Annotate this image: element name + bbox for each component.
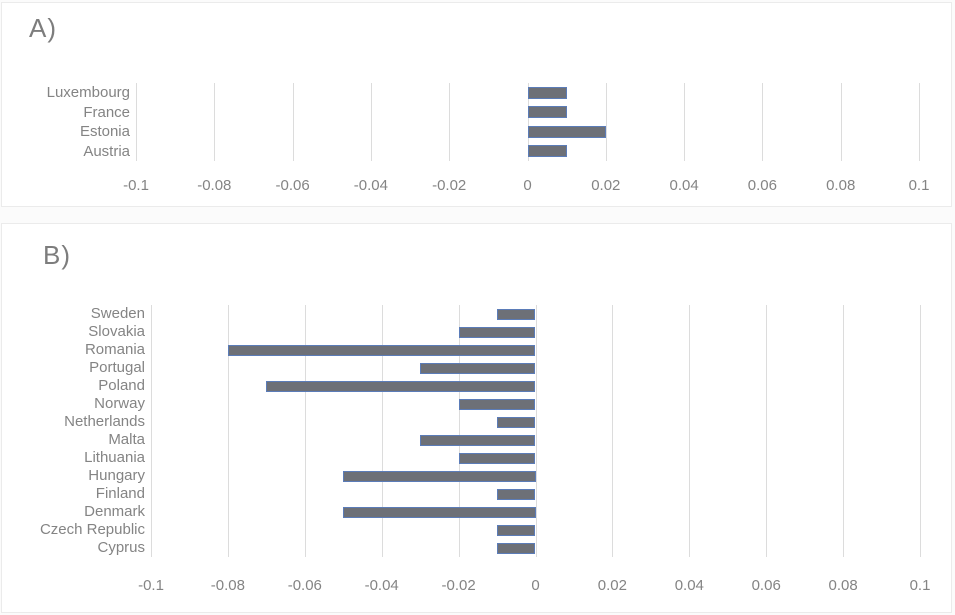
bar-lithuania <box>458 452 536 464</box>
bar-hungary <box>343 470 536 482</box>
gridline <box>689 305 691 557</box>
gridline <box>227 305 229 557</box>
x-tick-label: 0.02 <box>591 177 621 194</box>
category-label: Estonia <box>79 123 130 140</box>
gridline <box>527 83 529 161</box>
bar-norway <box>458 398 536 410</box>
gridline <box>762 83 764 161</box>
category-label: Denmark <box>84 503 145 520</box>
category-label: Finland <box>95 485 145 502</box>
gridline <box>605 83 607 161</box>
category-label: Czech Republic <box>39 521 145 538</box>
x-tick-label: 0.02 <box>597 577 627 594</box>
bar-slovakia <box>458 326 536 338</box>
x-tick-label: 0.08 <box>828 577 858 594</box>
x-tick-label: 0.1 <box>908 177 930 194</box>
gridline <box>684 83 686 161</box>
gridline <box>214 83 216 161</box>
gridline <box>458 305 460 557</box>
x-tick-label: -0.08 <box>210 577 245 594</box>
gridline <box>304 305 306 557</box>
bar-luxembourg <box>527 86 567 99</box>
x-axis: -0.1 -0.08 -0.06 -0.04 -0.02 0 0.02 0.04 0.06 0.0… <box>138 577 930 597</box>
x-tick-label: -0.04 <box>364 577 399 594</box>
bar-malta <box>420 434 536 446</box>
x-tick-label: -0.02 <box>441 577 476 594</box>
x-axis: -0.1 -0.08 -0.06 -0.04 -0.02 0 0.02 0.04 0.06 0.0… <box>123 177 929 197</box>
category-label: Sweden <box>90 305 145 322</box>
category-axis: Sweden Slovakia Romania Portugal Poland Norwa… <box>2 305 151 557</box>
x-tick-label: 0 <box>531 577 540 594</box>
x-tick-label: 0.08 <box>826 177 856 194</box>
x-tick-label: -0.1 <box>138 577 164 594</box>
x-tick-label: -0.02 <box>432 177 467 194</box>
panel-a: A) Luxembourg France Estonia Austria -0.1 -0.… <box>1 2 952 207</box>
gridline <box>919 83 920 161</box>
gridline <box>840 83 842 161</box>
bar-czech-republic <box>497 524 536 536</box>
x-tick-label: 0.04 <box>669 177 699 194</box>
x-tick-label: -0.06 <box>287 577 322 594</box>
category-label: Romania <box>84 341 145 358</box>
bar-netherlands <box>497 416 536 428</box>
gridline <box>766 305 768 557</box>
bar-cyprus <box>497 542 536 554</box>
category-label: Luxembourg <box>46 84 130 101</box>
x-tick-label: 0.06 <box>751 577 781 594</box>
category-label: Poland <box>98 377 145 394</box>
x-tick-label: -0.04 <box>353 177 388 194</box>
gridline <box>136 83 137 161</box>
x-tick-label: 0.1 <box>909 577 931 594</box>
gridline <box>535 305 537 557</box>
plot-area <box>136 83 920 161</box>
bar-france <box>527 106 567 119</box>
category-axis: Luxembourg France Estonia Austria <box>2 83 136 161</box>
category-label: France <box>83 103 130 121</box>
bar-estonia <box>527 125 606 138</box>
chart-a: Luxembourg France Estonia Austria -0.1 -0.08-… <box>2 83 951 197</box>
gridline <box>449 83 451 161</box>
category-label: Austria <box>83 142 130 160</box>
gridline <box>381 305 383 557</box>
panel-b: B) Sweden Slovakia Romania Portugal Poland No… <box>1 223 952 613</box>
panel-b-title: B) <box>43 240 71 270</box>
category-label: Portugal <box>89 359 145 376</box>
x-tick-label: 0.06 <box>747 177 777 194</box>
x-tick-label: -0.1 <box>123 177 149 194</box>
bar-austria <box>527 145 567 158</box>
x-tick-label: -0.06 <box>275 177 310 194</box>
gridline <box>151 305 152 557</box>
x-tick-label: 0.04 <box>674 577 704 594</box>
gridline <box>843 305 845 557</box>
category-label: Cyprus <box>97 539 145 556</box>
gridline <box>612 305 614 557</box>
x-tick-label: 0 <box>523 177 532 194</box>
plot-area <box>151 305 921 557</box>
gridline <box>920 305 921 557</box>
bar-denmark <box>343 506 536 518</box>
gridline <box>292 83 294 161</box>
bar-finland <box>497 488 536 500</box>
category-label: Netherlands <box>64 413 145 430</box>
category-label: Norway <box>94 395 145 412</box>
gridline <box>370 83 372 161</box>
bar-portugal <box>420 362 536 374</box>
category-label: Lithuania <box>84 449 145 466</box>
chart-b: Sweden Slovakia Romania Portugal Poland Norwa… <box>2 305 951 597</box>
category-label: Hungary <box>88 467 145 484</box>
x-tick-label: -0.08 <box>197 177 232 194</box>
panel-a-title: A) <box>29 13 57 43</box>
bar-sweden <box>497 308 536 320</box>
bar-romania <box>227 344 536 356</box>
category-label: Slovakia <box>88 323 145 340</box>
category-label: Malta <box>108 431 145 448</box>
bar-poland <box>266 380 536 392</box>
